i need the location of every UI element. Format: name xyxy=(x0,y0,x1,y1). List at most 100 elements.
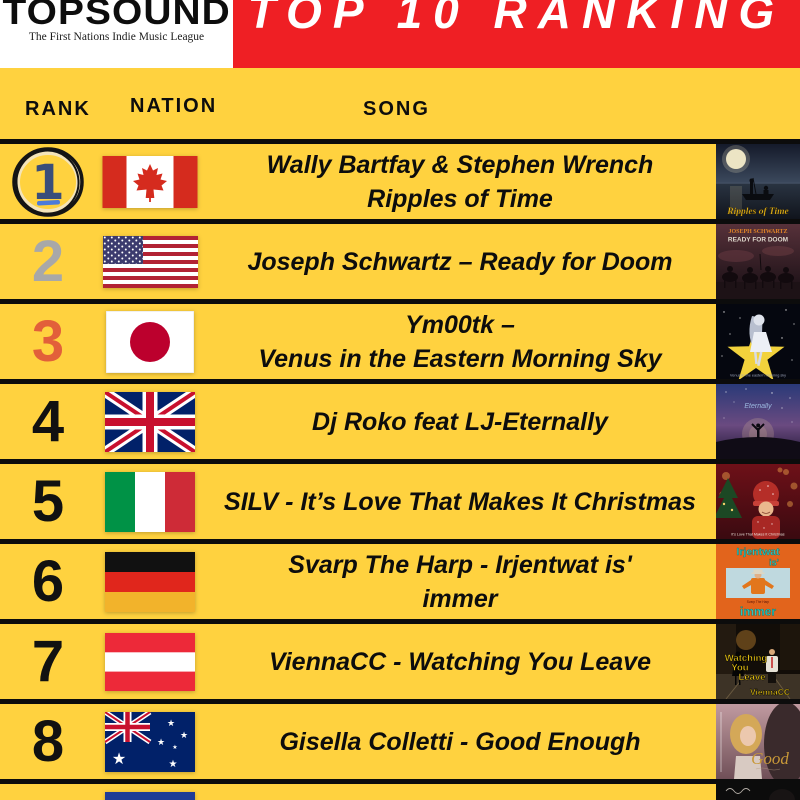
flag-cell xyxy=(96,384,204,459)
album-art-caption: Venus in the eastern morning sky xyxy=(730,374,786,378)
rank-number: 9 xyxy=(32,792,64,800)
flag-cell xyxy=(96,624,204,699)
album-art-6: Irjentwat is' Svarp The Harp immer xyxy=(716,544,800,619)
song-title-line: Ym00tk – xyxy=(405,310,515,339)
rank-number: 3 xyxy=(31,308,65,374)
song-title-line: Ripples of Time xyxy=(367,184,553,213)
blue-flag-icon xyxy=(105,791,195,800)
title-banner: TOP 10 RANKING xyxy=(233,0,800,68)
banner-title: TOP 10 RANKING xyxy=(247,0,786,38)
album-art-ready-for-doom: JOSEPH SCHWARTZ READY FOR DOOM xyxy=(716,224,800,299)
flag-cell xyxy=(96,544,204,619)
svg-text:★: ★ xyxy=(180,731,188,741)
rank-number: 6 xyxy=(31,548,65,614)
svg-text:★: ★ xyxy=(169,759,178,770)
song-title-line: Joseph Schwartz – Ready for Doom xyxy=(247,247,673,276)
column-header-nation: NATION xyxy=(130,95,218,117)
song-cell: Gisella Colletti - Good Enough xyxy=(204,704,716,779)
rank-cell: 1 xyxy=(0,144,96,219)
column-headers: RANK NATION SONG xyxy=(0,68,800,139)
rank-cell: 6 xyxy=(0,544,96,619)
svg-text:★: ★ xyxy=(112,749,126,768)
table-row-6: 6 Svarp The Harp - Irjentwat is' immer xyxy=(0,544,800,624)
song-cell: Joseph Schwartz – Ready for Doom xyxy=(204,224,716,299)
song-cell xyxy=(204,784,716,800)
album-art-venus-morning-sky: Venus in the eastern morning sky xyxy=(716,304,800,379)
flag-cell xyxy=(96,784,204,800)
rank-cell: 3 xyxy=(0,304,96,379)
rank-cell: 8 xyxy=(0,704,96,779)
album-art-2: JOSEPH SCHWARTZ READY FOR DOOM xyxy=(716,224,800,299)
svg-text:★: ★ xyxy=(157,738,165,748)
album-art-eternally: Eternally xyxy=(716,384,800,459)
topsound-logo: TOPSOUND The First Nations Indie Music L… xyxy=(0,0,233,68)
album-art-caption: It’s Love That Makes It Christmas xyxy=(731,533,784,537)
song-title-line: Wally Bartfay & Stephen Wrench xyxy=(266,150,654,179)
rank-number: 7 xyxy=(31,628,65,694)
australia-flag-icon: ★ ★ ★ ★ ★ ★ xyxy=(105,711,195,772)
album-art-irjentwat: Irjentwat is' Svarp The Harp immer xyxy=(716,544,800,619)
rank-number: 5 xyxy=(31,468,65,534)
rank-cell: 5 xyxy=(0,464,96,539)
album-art-artist: ViennaCC xyxy=(750,687,790,697)
table-row-4: 4 Dj Roko feat LJ-Eternally xyxy=(0,384,800,464)
album-art-title: READY FOR DOOM xyxy=(728,237,788,244)
album-art-artist: JOSEPH SCHWARTZ xyxy=(729,229,788,235)
rank-cell: 7 xyxy=(0,624,96,699)
album-art-title: Eternally xyxy=(744,403,772,410)
album-art-4: Eternally xyxy=(716,384,800,459)
album-art-title-line: immer xyxy=(740,605,776,619)
rank-cell: 2 xyxy=(0,224,96,299)
song-cell: Wally Bartfay & Stephen Wrench Ripples o… xyxy=(204,144,716,219)
album-art-watching-you-leave: Watching You Leave ViennaCC xyxy=(716,624,800,699)
album-art-3: Venus in the eastern morning sky xyxy=(716,304,800,379)
table-row-9: 9 xyxy=(0,784,800,800)
rank-cell: 9 xyxy=(0,784,96,800)
usa-flag-icon xyxy=(102,235,198,288)
song-title-line: SILV - It’s Love That Makes It Christmas xyxy=(224,487,696,516)
canada-flag-icon xyxy=(102,155,198,208)
germany-flag-icon xyxy=(105,551,195,612)
rank-number: 4 xyxy=(31,388,65,454)
song-cell: Ym00tk – Venus in the Eastern Morning Sk… xyxy=(204,304,716,379)
album-art-title-line: You xyxy=(731,663,748,674)
song-title-line: Dj Roko feat LJ-Eternally xyxy=(312,407,608,436)
table-row-7: 7 ViennaCC - Watching You Leave xyxy=(0,624,800,704)
table-row-5: 5 SILV - It’s Love That Makes It Christm… xyxy=(0,464,800,544)
italy-flag-icon xyxy=(105,471,195,532)
svg-text:★: ★ xyxy=(172,744,177,751)
album-art-artist: Svarp The Harp xyxy=(747,600,770,604)
album-art-title-line: Leave xyxy=(739,672,766,683)
uk-flag-icon xyxy=(105,391,195,452)
song-title-line: Venus in the Eastern Morning Sky xyxy=(258,344,662,373)
column-header-rank: RANK xyxy=(25,98,91,120)
song-title-line: ViennaCC - Watching You Leave xyxy=(268,647,652,676)
album-art-partial xyxy=(716,784,800,800)
rank-number: 2 xyxy=(31,228,65,294)
column-header-song: SONG xyxy=(363,98,430,120)
austria-flag-icon xyxy=(105,632,195,691)
album-art-9 xyxy=(716,784,800,800)
song-title-line: Gisella Colletti - Good Enough xyxy=(279,727,641,756)
album-art-8: Good xyxy=(716,704,800,779)
logo-subtitle: The First Nations Indie Music League xyxy=(28,31,205,43)
album-art-title-line: is' xyxy=(769,558,779,568)
album-art-title-line: Irjentwat xyxy=(736,546,780,558)
song-cell: ViennaCC - Watching You Leave xyxy=(204,624,716,699)
song-title-line: Svarp The Harp - Irjentwat is' xyxy=(288,550,632,579)
song-title-line: immer xyxy=(422,584,498,613)
flag-cell xyxy=(96,144,204,219)
album-art-5: It’s Love That Makes It Christmas xyxy=(716,464,800,539)
album-art-caption: Ripples of Time xyxy=(726,207,789,217)
rank-number: 8 xyxy=(31,708,65,774)
table-row-3: 3 Ym00tk – Venus in the Eastern Morning … xyxy=(0,304,800,384)
svg-text:★: ★ xyxy=(167,719,175,729)
header: TOPSOUND The First Nations Indie Music L… xyxy=(0,0,800,68)
table-row-8: 8 ★ ★ ★ ★ ★ xyxy=(0,704,800,784)
rank-1-circled: 1 xyxy=(12,146,84,217)
logo-title: TOPSOUND xyxy=(2,0,231,32)
album-art-title: Good xyxy=(751,749,789,768)
ranking-table: 1 Wally Bartfay & Stephen Wrench Ripples… xyxy=(0,139,800,800)
song-cell: SILV - It’s Love That Makes It Christmas xyxy=(204,464,716,539)
album-art-good-enough: Good xyxy=(716,704,800,779)
